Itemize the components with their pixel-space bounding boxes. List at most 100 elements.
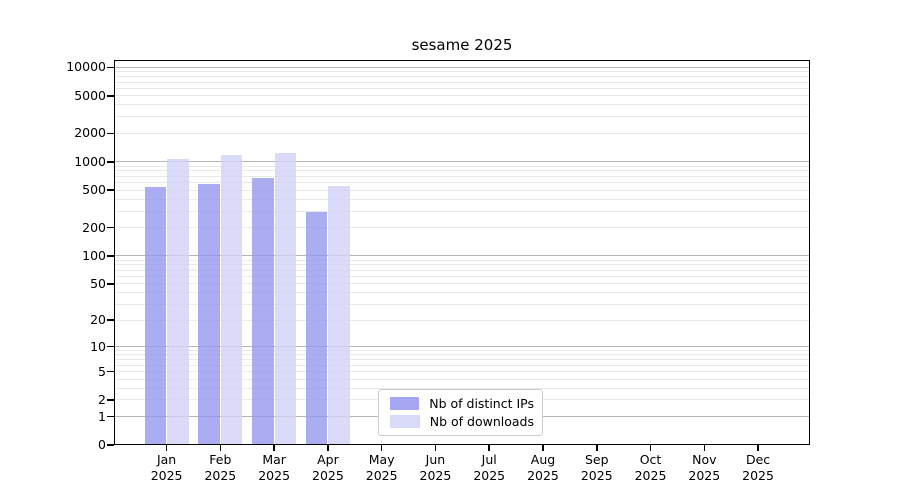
gridline-major bbox=[114, 66, 810, 68]
legend-item-downloads: Nb of downloads bbox=[387, 414, 534, 429]
x-axis-tick-label: Sep 2025 bbox=[565, 452, 629, 484]
x-axis-tick-label-year: 2025 bbox=[312, 468, 344, 483]
gridline-minor bbox=[114, 371, 810, 373]
x-axis-tick bbox=[219, 445, 222, 451]
gridline-minor bbox=[114, 378, 810, 380]
y-axis-tick bbox=[107, 370, 114, 373]
x-axis-tick-label-year: 2025 bbox=[419, 468, 452, 483]
chart-title: sesame 2025 bbox=[411, 36, 513, 54]
bar-distinct-ips bbox=[198, 184, 220, 445]
y-axis-tick bbox=[107, 95, 114, 97]
y-axis-tick-label: 10000 bbox=[66, 59, 106, 75]
gridline-minor bbox=[114, 359, 810, 361]
x-axis-tick-label: Jan 2025 bbox=[135, 452, 199, 484]
gridline-minor bbox=[114, 269, 810, 271]
x-axis-tick-label: Mar 2025 bbox=[242, 452, 306, 484]
x-axis-tick bbox=[757, 445, 759, 451]
x-axis-tick-label-year: 2025 bbox=[204, 468, 237, 483]
x-axis-tick bbox=[165, 445, 168, 451]
bar-downloads bbox=[220, 155, 243, 445]
y-axis-tick bbox=[107, 415, 114, 418]
bar-distinct-ips bbox=[144, 186, 167, 445]
x-axis-tick-label-year: 2025 bbox=[527, 468, 559, 483]
x-axis-tick-label-year: 2025 bbox=[580, 468, 613, 483]
gridline-minor bbox=[114, 259, 810, 261]
y-axis-tick-label: 0 bbox=[98, 437, 106, 452]
gridline-minor bbox=[114, 116, 810, 118]
x-axis-tick-label: Oct 2025 bbox=[619, 452, 683, 484]
y-axis-tick-label: 2000 bbox=[74, 125, 106, 141]
x-axis-tick-label-month: Mar bbox=[262, 452, 286, 467]
gridline-minor bbox=[114, 264, 810, 266]
x-axis-tick-label: Jun 2025 bbox=[403, 452, 467, 484]
gridline-minor bbox=[114, 182, 810, 184]
x-axis-tick-label: May 2025 bbox=[350, 452, 414, 484]
gridline-minor bbox=[114, 175, 810, 177]
gridline-minor bbox=[114, 81, 810, 83]
legend-swatch-distinct-ips bbox=[390, 397, 420, 410]
x-axis-tick-label-month: Dec bbox=[745, 452, 771, 467]
x-axis-tick-label-month: Jan bbox=[156, 452, 177, 467]
y-axis-tick bbox=[107, 345, 114, 348]
gridline-minor bbox=[114, 275, 810, 277]
gridline-minor bbox=[114, 170, 810, 172]
y-axis-tick bbox=[107, 161, 114, 163]
x-axis-tick-label-year: 2025 bbox=[150, 468, 183, 483]
x-axis-tick-label-month: May bbox=[368, 452, 395, 467]
x-axis-tick-label: Aug 2025 bbox=[511, 452, 575, 484]
gridline-minor bbox=[114, 319, 810, 321]
x-axis-tick bbox=[488, 445, 490, 451]
y-axis-tick bbox=[107, 132, 114, 135]
gridline-minor bbox=[114, 364, 810, 366]
gridline-minor bbox=[114, 354, 810, 356]
x-axis-tick-label: Jul 2025 bbox=[457, 452, 521, 484]
y-axis-tick-label: 500 bbox=[82, 182, 106, 198]
legend-swatch-downloads bbox=[390, 415, 420, 428]
bar-distinct-ips bbox=[305, 212, 328, 445]
y-axis-tick-label: 1 bbox=[98, 408, 106, 424]
bar-downloads bbox=[167, 158, 189, 445]
legend-label-downloads: Nb of downloads bbox=[429, 414, 534, 429]
x-axis-tick-label-month: Sep bbox=[584, 452, 609, 467]
y-axis-tick bbox=[107, 399, 114, 401]
y-axis-tick bbox=[107, 283, 114, 285]
x-axis-tick bbox=[273, 445, 275, 451]
gridline-minor bbox=[114, 104, 810, 106]
x-axis-tick bbox=[542, 445, 544, 451]
x-axis-tick-label-year: 2025 bbox=[742, 468, 774, 483]
x-axis-tick bbox=[380, 445, 383, 451]
y-axis-tick bbox=[107, 66, 114, 69]
x-axis-tick-label-month: Jul bbox=[481, 452, 497, 467]
gridline-major bbox=[114, 255, 810, 257]
x-axis-tick-label-month: Apr bbox=[317, 452, 339, 467]
gridline-minor bbox=[114, 76, 810, 78]
legend: Nb of distinct IPs Nb of downloads bbox=[378, 389, 543, 436]
gridline-minor bbox=[114, 227, 810, 229]
gridline-minor bbox=[114, 95, 810, 97]
x-axis-tick-label: Feb 2025 bbox=[188, 452, 252, 484]
x-axis-tick bbox=[703, 445, 706, 451]
gridline-minor bbox=[114, 165, 810, 167]
bar-downloads bbox=[274, 153, 297, 445]
plot-area bbox=[114, 60, 810, 445]
gridline-minor bbox=[114, 350, 810, 352]
x-axis-tick-label-month: Nov bbox=[692, 452, 717, 467]
y-axis-tick-label: 10 bbox=[90, 338, 106, 354]
x-axis-tick bbox=[596, 445, 598, 451]
x-axis-tick-label-month: Jun bbox=[425, 452, 446, 467]
x-axis-tick-label: Apr 2025 bbox=[296, 452, 360, 484]
gridline-minor bbox=[114, 71, 810, 73]
y-axis-tick bbox=[107, 255, 114, 257]
y-axis-tick-label: 2 bbox=[98, 391, 106, 407]
x-axis-tick bbox=[434, 445, 437, 451]
x-axis-tick-label-year: 2025 bbox=[258, 468, 291, 483]
y-axis-tick-label: 200 bbox=[82, 219, 106, 235]
y-axis-tick bbox=[107, 189, 114, 191]
bar-downloads bbox=[328, 186, 350, 445]
gridline-minor bbox=[114, 189, 810, 191]
x-axis-tick-label: Dec 2025 bbox=[726, 452, 790, 484]
x-axis-tick-label-year: 2025 bbox=[473, 468, 506, 483]
y-axis-tick bbox=[107, 319, 114, 321]
y-axis-tick-label: 50 bbox=[90, 275, 106, 291]
